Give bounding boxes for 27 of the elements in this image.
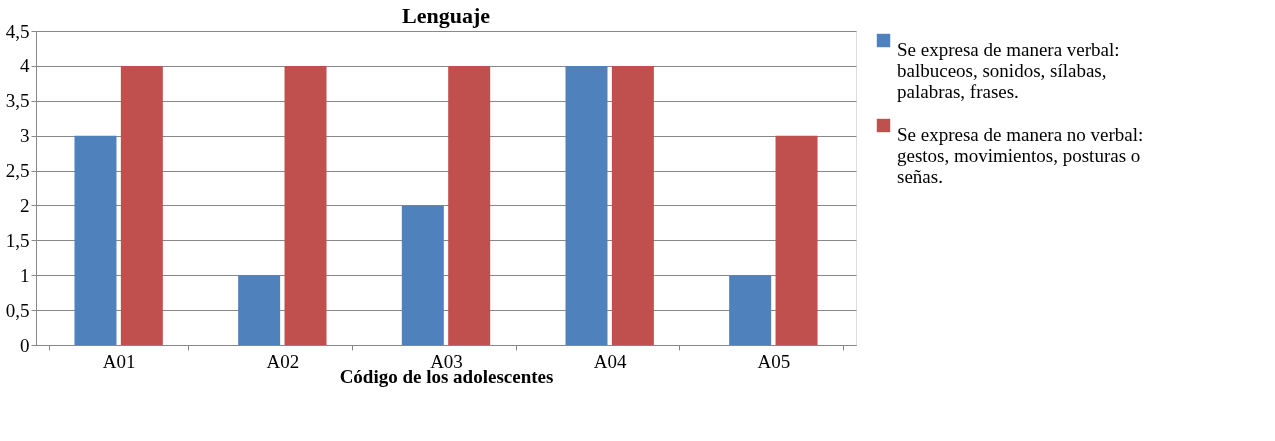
y-tick-label: 2,5 — [5, 160, 30, 182]
y-tick-label: 4 — [20, 55, 30, 77]
y-tick-label: 3,5 — [5, 90, 30, 112]
bar — [238, 275, 281, 345]
x-tick-label: A01 — [102, 350, 136, 372]
bar — [775, 135, 818, 345]
y-tick-label: 0,5 — [5, 299, 30, 321]
y-tick-label: 4,5 — [5, 20, 30, 42]
bar — [120, 65, 163, 345]
bar — [611, 65, 654, 345]
y-tick-label: 3 — [20, 125, 30, 147]
chart-title: Lenguaje — [402, 3, 491, 28]
y-tick-label: 1 — [20, 264, 30, 286]
bar — [74, 135, 117, 345]
bar — [284, 65, 327, 345]
x-tick-label: A05 — [757, 350, 791, 372]
bar — [565, 65, 608, 345]
y-tick-label: 0 — [20, 334, 30, 356]
legend-label: Se expresa de manera no verbal: gestos, movimientos, posturas o señas. — [897, 123, 1144, 187]
bar — [729, 275, 772, 345]
x-tick-label: A04 — [593, 350, 628, 372]
y-tick-label: 1,5 — [5, 229, 30, 251]
x-tick-label: A02 — [266, 350, 300, 372]
bar — [448, 65, 491, 345]
legend-label: Se expresa de manera verbal: balbuceos, sonidos, sílabas, palabras, frases. — [897, 38, 1120, 102]
y-tick-label: 2 — [20, 194, 30, 216]
bar — [401, 205, 444, 345]
